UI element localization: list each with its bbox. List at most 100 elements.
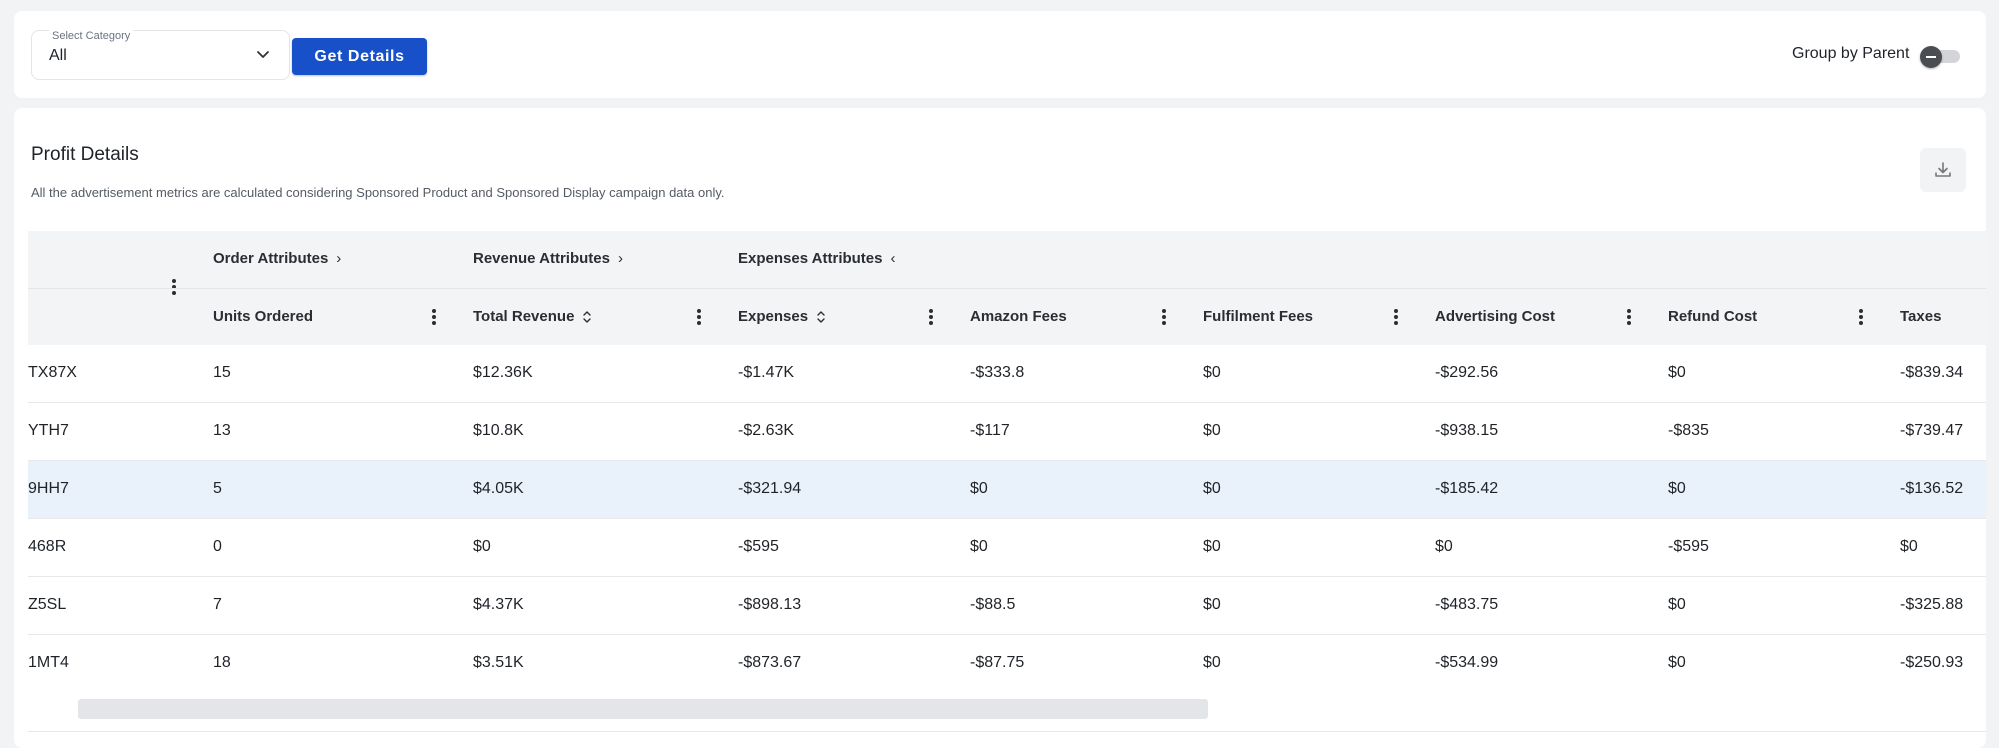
kebab-menu-icon[interactable]	[696, 309, 702, 325]
cell-revenue: $4.05K	[473, 480, 524, 497]
cell-taxes: -$839.34	[1900, 364, 1964, 381]
cell-units: 15	[213, 364, 231, 381]
column-header-row: Units Ordered Total Revenue Expenses Ama…	[28, 288, 1986, 346]
cell-expenses: -$321.94	[738, 480, 802, 497]
cell-taxes: -$136.52	[1900, 480, 1964, 497]
col-fulfilment-fees[interactable]: Fulfilment Fees	[1203, 308, 1314, 325]
cell-sku: Z5SL	[28, 596, 67, 613]
category-select-value: All	[49, 47, 67, 64]
cell-units: 13	[213, 422, 231, 439]
cell-amazon-fees: $0	[970, 538, 988, 555]
cell-sku: 9HH7	[28, 480, 69, 497]
cell-expenses: -$1.47K	[738, 364, 795, 381]
col-total-revenue[interactable]: Total Revenue	[473, 308, 592, 325]
col-label: Total Revenue	[473, 308, 575, 325]
chevron-down-icon[interactable]	[253, 45, 273, 65]
kebab-menu-icon[interactable]	[431, 309, 437, 325]
download-icon	[1935, 162, 1951, 177]
cell-units: 5	[213, 480, 222, 497]
cell-refund: -$835	[1668, 422, 1709, 439]
cell-expenses: -$595	[738, 538, 779, 555]
table-row[interactable]: 1MT4 18 $3.51K -$873.67 -$87.75 $0 -$534…	[28, 635, 1986, 693]
cell-taxes: -$325.88	[1900, 596, 1964, 613]
cell-expenses: -$2.63K	[738, 422, 795, 439]
cell-advertising: $0	[1435, 538, 1453, 555]
cell-refund: $0	[1668, 654, 1686, 671]
cell-fulfilment: $0	[1203, 654, 1221, 671]
cell-sku: 468R	[28, 538, 67, 555]
kebab-menu-icon[interactable]	[1161, 309, 1167, 325]
cell-advertising: -$185.42	[1435, 480, 1499, 497]
cell-advertising: -$292.56	[1435, 364, 1499, 381]
cell-advertising: -$938.15	[1435, 422, 1499, 439]
panel-subtitle: All the advertisement metrics are calcul…	[31, 185, 725, 200]
col-units-ordered[interactable]: Units Ordered	[213, 308, 314, 325]
cell-refund: $0	[1668, 596, 1686, 613]
cell-advertising: -$483.75	[1435, 596, 1499, 613]
cell-units: 0	[213, 538, 222, 555]
cell-sku: YTH7	[28, 422, 69, 439]
group-expenses-attributes[interactable]: Expenses Attributes ‹	[738, 250, 896, 267]
group-label: Order Attributes	[213, 250, 329, 267]
table-row-highlighted[interactable]: 9HH7 5 $4.05K -$321.94 $0 $0 -$185.42 $0…	[28, 461, 1986, 519]
cell-units: 18	[213, 654, 231, 671]
group-by-parent-toggle[interactable]	[1920, 46, 1962, 68]
table-row[interactable]: YTH7 13 $10.8K -$2.63K -$117 $0 -$938.15…	[28, 403, 1986, 461]
cell-taxes: $0	[1900, 538, 1918, 555]
chevron-left-icon: ‹	[890, 250, 896, 267]
category-select-label: Select Category	[49, 30, 134, 42]
kebab-menu-icon[interactable]	[1858, 309, 1864, 325]
cell-fulfilment: $0	[1203, 538, 1221, 555]
kebab-menu-icon[interactable]	[1626, 309, 1632, 325]
group-label: Expenses Attributes	[738, 250, 883, 267]
get-details-button[interactable]: Get Details	[292, 38, 427, 75]
profit-table: Order Attributes › Revenue Attributes › Ex…	[28, 231, 1986, 748]
cell-fulfilment: $0	[1203, 596, 1221, 613]
cell-expenses: -$898.13	[738, 596, 802, 613]
cell-revenue: $12.36K	[473, 364, 533, 381]
cell-refund: $0	[1668, 364, 1686, 381]
group-order-attributes[interactable]: Order Attributes ›	[213, 250, 341, 267]
col-taxes[interactable]: Taxes	[1900, 308, 1942, 325]
cell-fulfilment: $0	[1203, 364, 1221, 381]
table-row[interactable]: TX87X 15 $12.36K -$1.47K -$333.8 $0 -$29…	[28, 345, 1986, 403]
cell-amazon-fees: -$87.75	[970, 654, 1025, 671]
cell-expenses: -$873.67	[738, 654, 802, 671]
category-select[interactable]: Select Category All	[31, 30, 290, 80]
group-revenue-attributes[interactable]: Revenue Attributes ›	[473, 250, 623, 267]
kebab-menu-icon[interactable]	[171, 279, 177, 295]
col-amazon-fees[interactable]: Amazon Fees	[970, 308, 1067, 325]
chevron-right-icon: ›	[617, 250, 623, 267]
table-body: TX87X 15 $12.36K -$1.47K -$333.8 $0 -$29…	[28, 345, 1986, 693]
sort-icon[interactable]	[582, 310, 592, 324]
col-expenses[interactable]: Expenses	[738, 308, 826, 325]
kebab-menu-icon[interactable]	[928, 309, 934, 325]
table-row[interactable]: 468R 0 $0 -$595 $0 $0 $0 -$595 $0	[28, 519, 1986, 577]
cell-sku: 1MT4	[28, 654, 69, 671]
col-advertising-cost[interactable]: Advertising Cost	[1435, 308, 1556, 325]
cell-fulfilment: $0	[1203, 422, 1221, 439]
download-button[interactable]	[1920, 148, 1966, 192]
cell-revenue: $0	[473, 538, 491, 555]
table-row[interactable]: Z5SL 7 $4.37K -$898.13 -$88.5 $0 -$483.7…	[28, 577, 1986, 635]
group-by-parent-label: Group by Parent	[1792, 45, 1910, 62]
filter-bar: Select Category All Get Details Group by…	[14, 11, 1986, 98]
cell-units: 7	[213, 596, 222, 613]
cell-advertising: -$534.99	[1435, 654, 1499, 671]
cell-refund: $0	[1668, 480, 1686, 497]
scrollbar-thumb[interactable]	[78, 699, 1208, 719]
sort-icon[interactable]	[816, 310, 826, 324]
cell-revenue: $10.8K	[473, 422, 524, 439]
table-bottom-divider	[28, 731, 1986, 732]
cell-amazon-fees: $0	[970, 480, 988, 497]
page-title: Profit Details	[31, 144, 139, 165]
col-refund-cost[interactable]: Refund Cost	[1668, 308, 1758, 325]
cell-sku: TX87X	[28, 364, 77, 381]
kebab-menu-icon[interactable]	[1393, 309, 1399, 325]
cell-refund: -$595	[1668, 538, 1709, 555]
table-header: Order Attributes › Revenue Attributes › Ex…	[28, 231, 1986, 345]
col-label: Expenses	[738, 308, 809, 325]
cell-amazon-fees: -$117	[970, 422, 1010, 439]
profit-details-panel: Profit Details All the advertisement met…	[14, 108, 1986, 748]
group-label: Revenue Attributes	[473, 250, 610, 267]
